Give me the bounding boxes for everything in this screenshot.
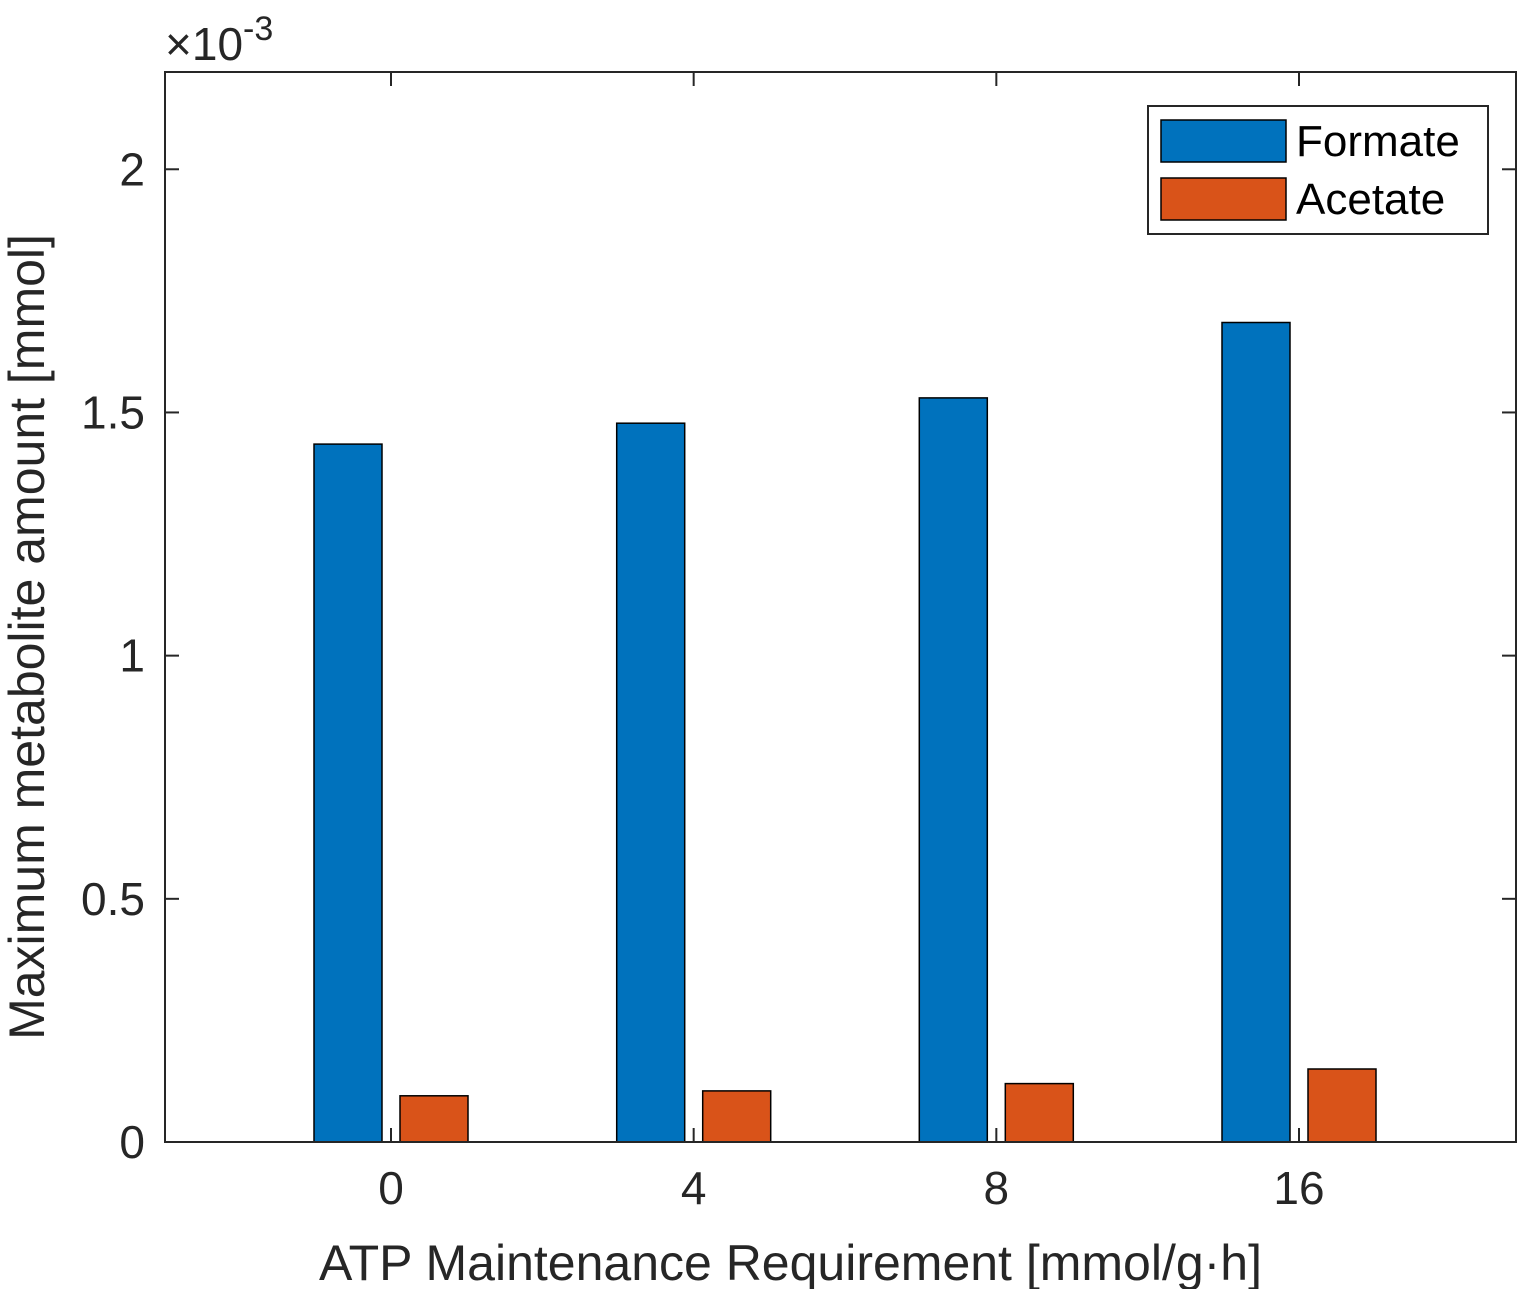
x-tick-label: 16 <box>1273 1162 1324 1214</box>
y-tick-label: 0 <box>119 1116 145 1168</box>
bars-layer <box>313 321 1377 1143</box>
legend-label-formate: Formate <box>1296 117 1460 166</box>
y-axis-exponent: ×10-3 <box>165 10 273 70</box>
x-tick-label: 8 <box>984 1162 1010 1214</box>
plot-area-frame <box>164 71 1517 1143</box>
ticks-layer: 0 0.5 1 1.5 2 0 4 8 16 <box>81 72 1516 1214</box>
bar-acetate-8 <box>1004 1082 1075 1143</box>
bar-formate-16 <box>1221 321 1291 1143</box>
y-axis-title: Maximum metabolite amount [mmol] <box>0 234 55 1040</box>
y-tick-label: 2 <box>119 143 145 195</box>
x-tick-label: 4 <box>681 1162 707 1214</box>
x-tick-label: 0 <box>378 1162 404 1214</box>
bar-acetate-0 <box>399 1095 469 1143</box>
bar-formate-0 <box>313 443 383 1143</box>
y-tick-label: 1.5 <box>81 386 145 438</box>
bar-acetate-16 <box>1307 1068 1377 1143</box>
legend: Formate Acetate <box>1147 105 1489 235</box>
y-tick-label: 0.5 <box>81 873 145 925</box>
legend-label-acetate: Acetate <box>1296 175 1445 224</box>
y-tick-label: 1 <box>119 630 145 682</box>
y-axis-exponent-power: -3 <box>243 10 273 48</box>
bar-acetate-4 <box>701 1090 772 1143</box>
y-axis-exponent-base: ×10 <box>165 18 243 70</box>
x-axis-title: ATP Maintenance Requirement [mmol/g·h] <box>319 1235 1262 1289</box>
legend-swatch-formate <box>1160 119 1287 163</box>
bar-formate-8 <box>918 397 989 1143</box>
bar-formate-4 <box>615 422 686 1143</box>
legend-swatch-acetate <box>1160 177 1287 221</box>
